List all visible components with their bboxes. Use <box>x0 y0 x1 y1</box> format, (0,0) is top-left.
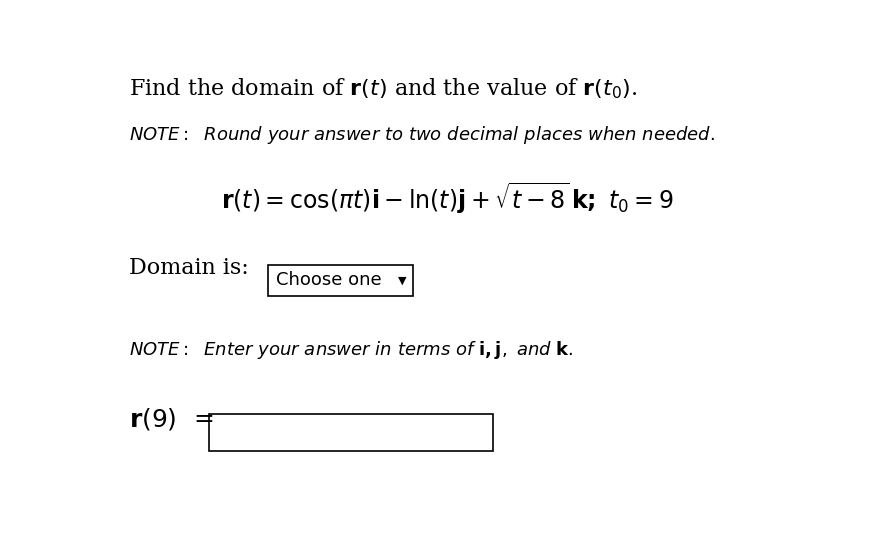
Text: Choose one: Choose one <box>276 272 382 289</box>
FancyBboxPatch shape <box>268 265 413 296</box>
Text: ▼: ▼ <box>398 275 406 286</box>
Text: $\mathit{NOTE{:}}$  $\mathit{Enter\ your\ answer\ in\ terms\ of}$ $\mathbf{i, j}: $\mathit{NOTE{:}}$ $\mathit{Enter\ your\… <box>129 339 574 361</box>
Text: Domain is:: Domain is: <box>129 257 249 279</box>
Text: $\mathit{NOTE{:}}$  $\mathit{Round\ your\ answer\ to\ two\ decimal\ places\ when: $\mathit{NOTE{:}}$ $\mathit{Round\ your\… <box>129 125 715 147</box>
Text: $\mathbf{r}(9)$: $\mathbf{r}(9)$ <box>129 405 177 432</box>
Text: $\mathbf{r}(t) = \cos(\pi t)\mathbf{i} - \ln(t)\mathbf{j} + \sqrt{t-8}\,\mathbf{: $\mathbf{r}(t) = \cos(\pi t)\mathbf{i} -… <box>221 180 673 216</box>
Text: Find the domain of $\mathbf{r}(t)$ and the value of $\mathbf{r}(t_0)$.: Find the domain of $\mathbf{r}(t)$ and t… <box>129 77 637 101</box>
Text: $=$: $=$ <box>188 405 214 429</box>
FancyBboxPatch shape <box>209 414 493 451</box>
